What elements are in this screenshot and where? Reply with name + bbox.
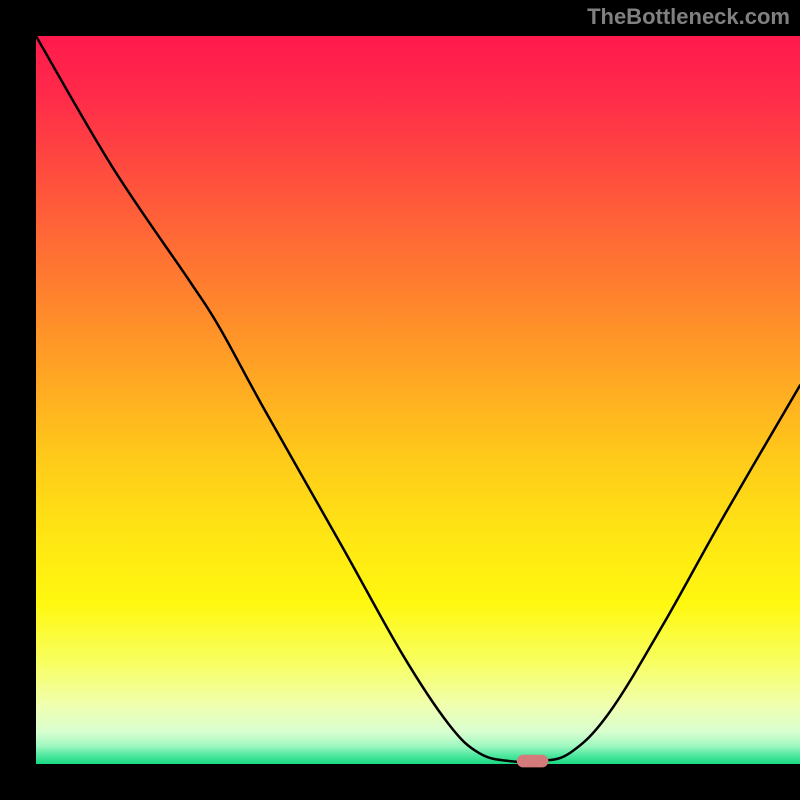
watermark-text: TheBottleneck.com bbox=[587, 4, 790, 30]
chart-svg bbox=[0, 0, 800, 800]
optimal-marker bbox=[517, 755, 548, 767]
plot-background bbox=[36, 36, 800, 764]
bottleneck-chart: TheBottleneck.com bbox=[0, 0, 800, 800]
